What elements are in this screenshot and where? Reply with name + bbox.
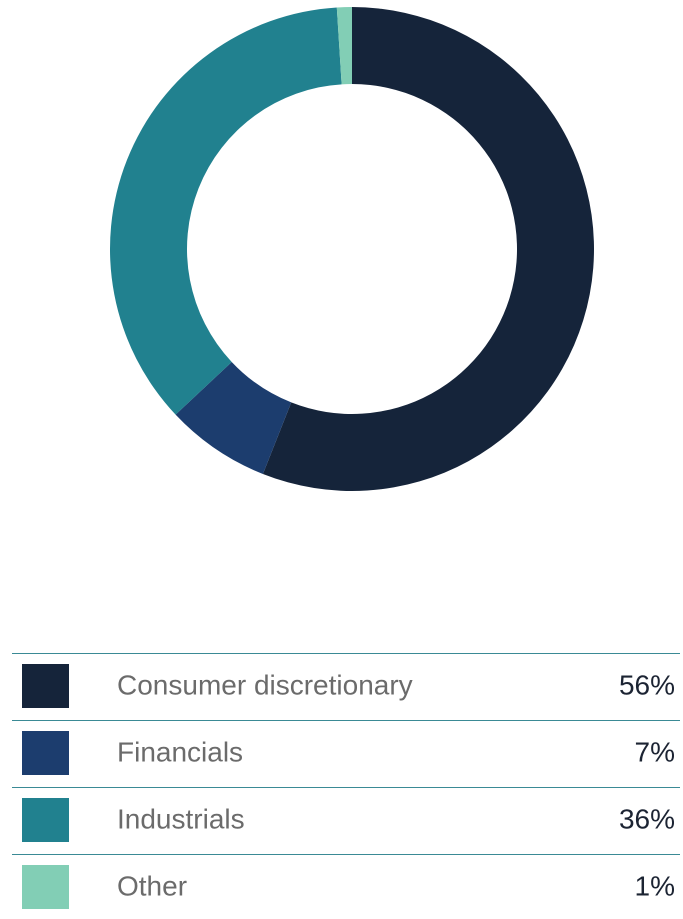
donut-slice [336,7,352,85]
legend-value: 1% [635,870,675,901]
legend-value: 7% [635,736,675,767]
legend-swatch [22,731,69,775]
legend-swatch [22,798,69,842]
legend-swatch [22,664,69,708]
donut-slice [110,7,342,415]
legend-value: 36% [619,803,675,834]
legend-value: 56% [619,669,675,700]
legend-swatch [22,865,69,909]
legend-label: Industrials [117,803,245,834]
donut-slice [175,361,292,475]
legend-label: Financials [117,736,243,767]
legend-label: Other [117,870,187,901]
legend-label: Consumer discretionary [117,669,413,700]
donut-slice [262,7,594,492]
